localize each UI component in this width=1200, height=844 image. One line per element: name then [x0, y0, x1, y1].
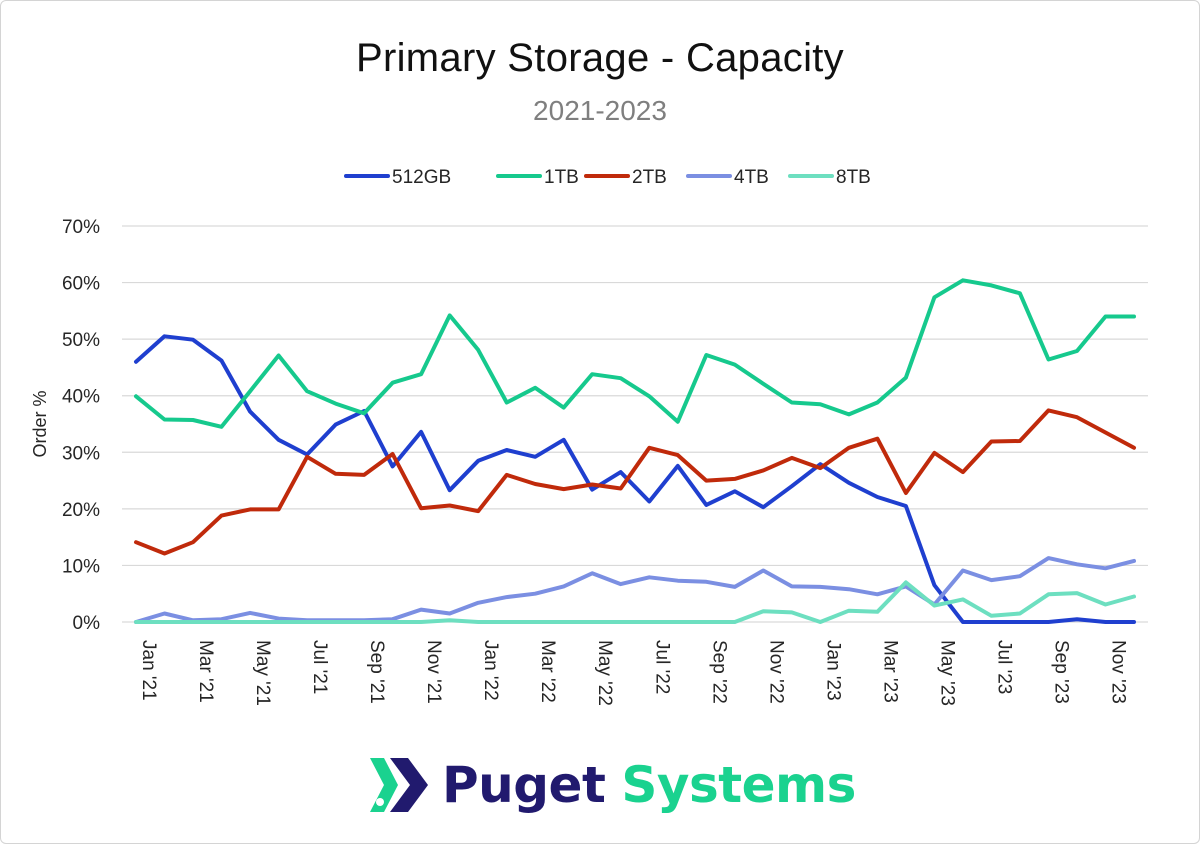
x-tick-label: May '21	[252, 640, 273, 706]
logo-word-puget: Puget	[442, 756, 606, 814]
x-tick-label: Jul '23	[993, 640, 1014, 694]
x-tick-label: May '23	[936, 640, 957, 706]
chart-grid	[122, 225, 1148, 623]
legend-label-4tb: 4TB	[734, 167, 769, 188]
x-tick-label: Mar '23	[879, 640, 900, 703]
y-tick-label: 0%	[73, 613, 101, 634]
x-tick-label: Mar '21	[195, 640, 216, 703]
chart-title: Primary Storage - Capacity	[356, 36, 844, 80]
x-tick-label: Jan '23	[822, 640, 843, 701]
x-tick-label: Jul '22	[651, 640, 672, 694]
y-axis-ticks: 0% 10% 20% 30% 40% 50% 60% 70%	[62, 217, 100, 634]
y-tick-label: 30%	[62, 443, 100, 464]
x-tick-label: Mar '22	[537, 640, 558, 703]
y-tick-label: 40%	[62, 387, 100, 408]
logo-word-systems: Systems	[621, 756, 856, 814]
legend-label-512gb: 512GB	[392, 167, 451, 188]
legend-label-8tb: 8TB	[836, 167, 871, 188]
series-line-1tb	[134, 278, 1136, 429]
x-tick-label: Nov '21	[423, 640, 444, 704]
y-tick-label: 10%	[62, 556, 100, 577]
y-tick-label: 60%	[62, 274, 100, 295]
chart-subtitle: 2021-2023	[533, 95, 667, 126]
x-axis-ticks: Jan '21 Mar '21 May '21 Jul '21 Sep '21 Nov '…	[138, 640, 1128, 706]
y-tick-label: 50%	[62, 330, 100, 351]
x-tick-label: Nov '22	[765, 640, 786, 704]
x-tick-label: Jan '21	[138, 640, 159, 701]
x-tick-label: Sep '21	[366, 640, 387, 704]
chart-legend: 512GB 1TB 2TB 4TB 8TB	[344, 167, 871, 188]
x-tick-label: May '22	[594, 640, 615, 706]
y-axis-label: Order %	[30, 390, 50, 457]
x-tick-label: Nov '23	[1107, 640, 1128, 704]
puget-chevron-icon	[370, 758, 428, 812]
y-tick-label: 70%	[62, 217, 100, 238]
puget-systems-logo: Puget Systems	[368, 750, 856, 820]
x-tick-label: Jan '22	[480, 640, 501, 701]
legend-label-1tb: 1TB	[544, 167, 579, 188]
series-line-512gb	[134, 334, 1136, 624]
x-tick-label: Jul '21	[309, 640, 330, 694]
legend-label-2tb: 2TB	[632, 167, 667, 188]
series-line-2tb	[134, 408, 1136, 556]
series-line-8tb	[134, 580, 1136, 624]
chart-series	[134, 278, 1136, 624]
x-tick-label: Sep '23	[1050, 640, 1071, 704]
y-tick-label: 20%	[62, 500, 100, 521]
x-tick-label: Sep '22	[708, 640, 729, 704]
